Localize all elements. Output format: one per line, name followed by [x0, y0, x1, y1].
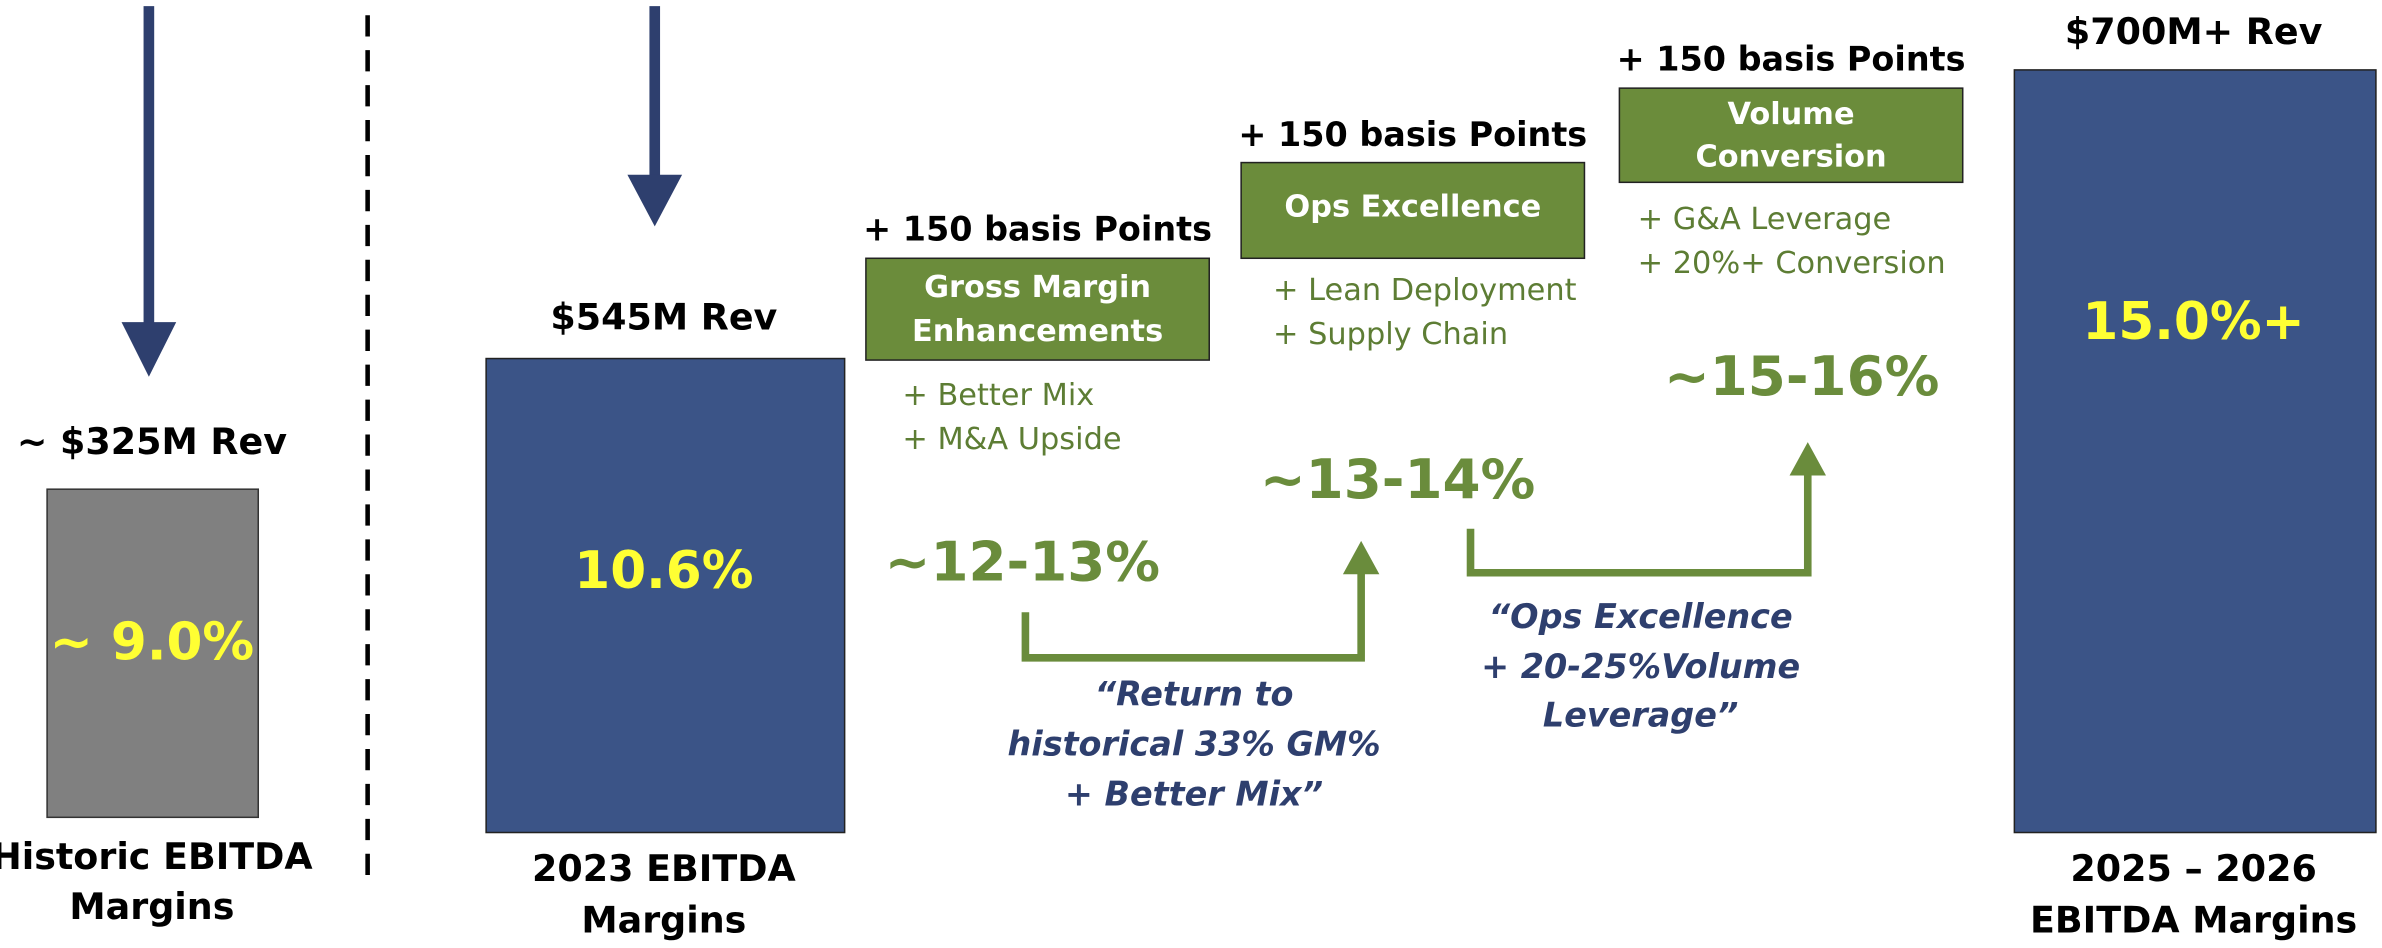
revenue-label: $545M Rev — [550, 296, 777, 339]
connector-heads — [1342, 442, 1826, 575]
step-bullet: + Supply Chain — [1273, 317, 1508, 352]
note-line: “Ops Excellence — [1489, 597, 1793, 636]
step-header: + 150 basis Points — [1238, 115, 1587, 154]
step-title: Ops Excellence — [1284, 190, 1541, 225]
note-line: + 20-25%Volume — [1481, 647, 1800, 686]
margin-value: 15.0%+ — [2082, 292, 2304, 352]
step-title: Volume — [1728, 97, 1855, 132]
step-result: ~13-14% — [1260, 447, 1535, 511]
column-label: 2025 – 2026 — [2070, 847, 2316, 890]
note-line: Leverage” — [1543, 696, 1738, 735]
step-box — [1618, 87, 1964, 184]
column-label: 2023 EBITDA — [532, 847, 796, 890]
arrows — [121, 6, 683, 377]
bar-2023 — [485, 357, 846, 834]
step-bullet: + Better Mix — [902, 378, 1094, 413]
step-bullet: + M&A Upside — [902, 422, 1121, 457]
step-title: Gross Margin — [924, 270, 1151, 305]
note-line: “Return to — [1095, 674, 1294, 713]
step-result: ~12-13% — [885, 529, 1160, 593]
step-bullet: + 20%+ Conversion — [1638, 246, 1946, 281]
historic-bar — [46, 488, 260, 819]
column-label: Margins — [581, 899, 746, 942]
step-box — [865, 257, 1210, 361]
note-line: + Better Mix” — [1065, 775, 1323, 814]
step-bullet: + G&A Leverage — [1638, 202, 1892, 237]
step-header: + 150 basis Points — [863, 209, 1212, 248]
revenue-label: ~ $325M Rev — [17, 420, 287, 463]
column-label: Margins — [69, 885, 234, 928]
revenue-label: $700M+ Rev — [2065, 10, 2323, 53]
step-bullet: + Lean Deployment — [1273, 273, 1577, 308]
note-line: historical 33% GM% — [1007, 724, 1380, 763]
bar-2026 — [2013, 69, 2377, 834]
step-header: + 150 basis Points — [1617, 39, 1966, 78]
connectors — [1021, 470, 1812, 662]
margin-value: ~ 9.0% — [50, 613, 254, 673]
step-title: Conversion — [1695, 140, 1886, 175]
step-box — [1240, 161, 1586, 260]
margin-value: 10.6% — [574, 541, 753, 601]
step-title: Enhancements — [912, 314, 1163, 349]
column-label: EBITDA Margins — [2030, 899, 2357, 942]
column-label: Historic EBITDA — [0, 835, 313, 878]
step-result: ~15-16% — [1664, 344, 1939, 408]
